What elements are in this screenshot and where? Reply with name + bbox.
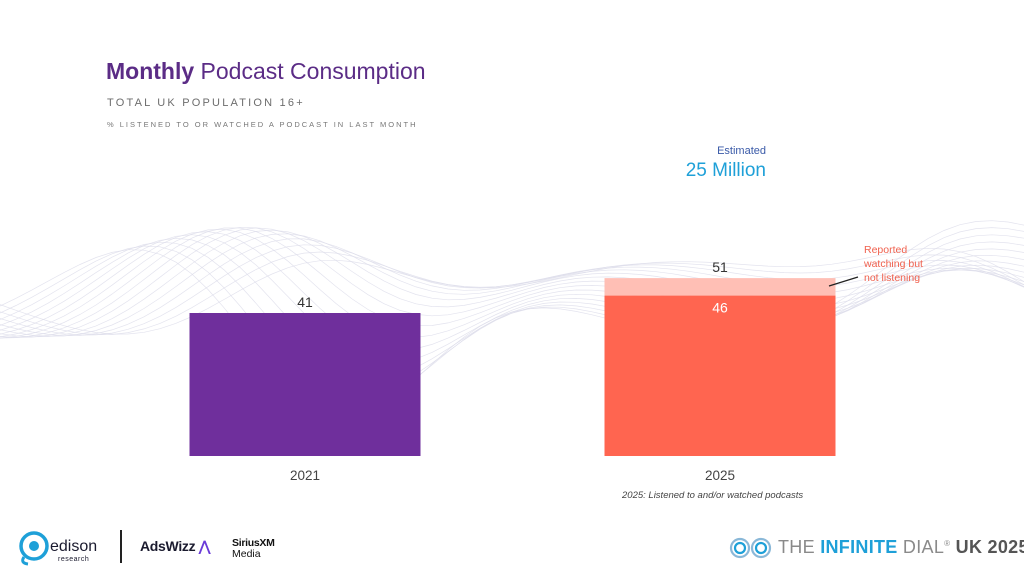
background-wave-line (0, 238, 1024, 337)
edison-logo-text: edison (50, 538, 97, 555)
bar-2025-segment-1 (604, 278, 836, 296)
x-tick-label: 2025 (705, 468, 735, 483)
background-wave-line (0, 227, 1024, 405)
page-title: Monthly Podcast Consumption (106, 58, 426, 84)
adswizz-logo: AdsWizz ⋀ (140, 538, 211, 554)
annotation-line: watching but (864, 258, 923, 270)
infinite-dial-logo-text: THE INFINITE DIAL® UK 2025 (778, 537, 1024, 557)
background-wave-line (0, 227, 1024, 338)
background-wave-line (0, 220, 1024, 418)
adswizz-mark-icon: ⋀ (195, 538, 211, 554)
bar-2025-segment-0 (604, 295, 836, 456)
footnote: 2025: Listened to and/or watched podcast… (622, 490, 804, 501)
background-wave-line (0, 229, 1024, 338)
logo-divider (120, 530, 122, 563)
estimate-label: Estimated (717, 145, 766, 157)
bar-total-label: 41 (297, 294, 313, 310)
background-wave-line (0, 227, 1024, 339)
annotation-line: Reported (864, 244, 908, 256)
x-tick-label: 2021 (290, 468, 320, 483)
estimate-value: 25 Million (685, 160, 766, 181)
bar-2021-segment-0 (189, 313, 421, 456)
background-wave-line (0, 233, 1024, 337)
siriusxm-logo: SiriusXM Media (232, 537, 275, 560)
background-wave-line (0, 247, 1024, 335)
bar-segment-label: 46 (712, 300, 728, 316)
edison-logo-subtext: research (58, 556, 89, 563)
infinite-dial-icon (729, 537, 772, 559)
background-waves (0, 220, 1024, 418)
subtitle: TOTAL UK POPULATION 16+ (107, 97, 305, 109)
annotation-line: not listening (864, 272, 921, 284)
annotation-leader-line (828, 276, 859, 287)
background-wave-line (0, 244, 1024, 336)
background-wave-line (0, 228, 1024, 338)
bar-total-label: 51 (712, 259, 728, 275)
background-wave-line (0, 234, 1024, 364)
bars-group: 41 2021 46 51 2025 (189, 259, 836, 483)
subtitle-secondary: % LISTENED TO OR WATCHED A PODCAST IN LA… (107, 120, 418, 129)
background-wave-line (0, 231, 1024, 351)
annotation-text: Reported watching but not listening (864, 243, 944, 285)
edison-logo: edison research (19, 531, 97, 566)
